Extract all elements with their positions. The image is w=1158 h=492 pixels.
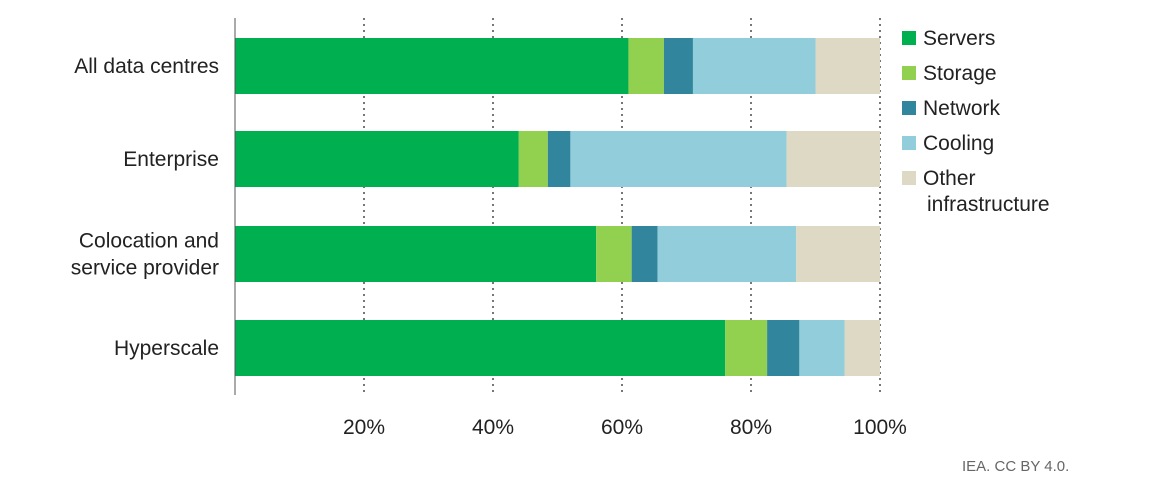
bar-segment-2-2 — [631, 226, 658, 282]
legend-swatch-4 — [902, 171, 916, 185]
bar-segment-0-3 — [692, 38, 816, 94]
bar-segment-0-1 — [628, 38, 664, 94]
category-label-3: Hyperscale — [114, 337, 219, 360]
bars — [235, 38, 880, 376]
bar-segment-2-1 — [596, 226, 632, 282]
bar-segment-2-4 — [796, 226, 880, 282]
bar-segment-3-3 — [799, 320, 845, 376]
x-tick-label-40: 40% — [472, 416, 514, 439]
x-tick-label-100: 100% — [853, 416, 907, 439]
bar-segment-3-1 — [725, 320, 768, 376]
x-tick-label-80: 80% — [730, 416, 772, 439]
legend-label-0: Servers — [923, 27, 995, 50]
bar-segment-0-4 — [815, 38, 880, 94]
bar-segment-3-0 — [235, 320, 726, 376]
bar-segment-1-1 — [518, 131, 548, 187]
x-tick-labels: 20% 40% 60% 80% 100% — [343, 416, 907, 439]
legend-swatch-2 — [902, 101, 916, 115]
bar-segment-0-0 — [235, 38, 629, 94]
x-tick-label-20: 20% — [343, 416, 385, 439]
x-tick-label-60: 60% — [601, 416, 643, 439]
source-credit: IEA. CC BY 4.0. — [962, 458, 1070, 475]
legend-label-4: Other infrastructure — [923, 167, 1050, 216]
category-label-1: Enterprise — [123, 148, 219, 171]
bar-segment-3-4 — [844, 320, 880, 376]
legend-label-2: Network — [923, 97, 1001, 120]
legend-label-1: Storage — [923, 62, 997, 85]
category-labels: All data centres Enterprise Colocation and… — [71, 55, 219, 360]
legend-swatch-1 — [902, 66, 916, 80]
legend: Servers Storage Network Cooling Other infrast… — [902, 27, 1050, 216]
bar-segment-0-2 — [663, 38, 693, 94]
bar-segment-1-2 — [547, 131, 571, 187]
bar-segment-2-3 — [657, 226, 797, 282]
bar-segment-3-2 — [767, 320, 800, 376]
legend-swatch-3 — [902, 136, 916, 150]
legend-label-3: Cooling — [923, 132, 994, 155]
bar-segment-1-0 — [235, 131, 519, 187]
legend-swatch-0 — [902, 31, 916, 45]
bar-segment-1-4 — [786, 131, 880, 187]
category-label-0: All data centres — [74, 55, 219, 78]
bar-segment-1-3 — [570, 131, 787, 187]
category-label-2: Colocation and service provider — [71, 230, 219, 280]
bar-segment-2-0 — [235, 226, 597, 282]
